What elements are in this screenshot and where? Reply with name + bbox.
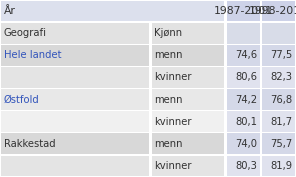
Bar — [1, 1, 224, 21]
Text: 74,2: 74,2 — [235, 95, 257, 105]
Bar — [262, 89, 295, 110]
Bar — [227, 111, 260, 132]
Bar — [1, 156, 149, 176]
Bar — [227, 1, 260, 21]
Text: 74,0: 74,0 — [235, 139, 257, 149]
Bar — [262, 133, 295, 154]
Text: kvinner: kvinner — [154, 117, 192, 127]
Text: 82,3: 82,3 — [271, 72, 292, 82]
Text: 81,7: 81,7 — [270, 117, 292, 127]
Text: kvinner: kvinner — [154, 161, 192, 171]
Bar — [227, 133, 260, 154]
Text: År: År — [4, 6, 15, 16]
Text: Geografi: Geografi — [4, 28, 46, 38]
Text: menn: menn — [154, 95, 182, 105]
Bar — [262, 156, 295, 176]
Bar — [262, 111, 295, 132]
Bar — [1, 89, 149, 110]
Text: 76,8: 76,8 — [270, 95, 292, 105]
Text: 1998-2012: 1998-2012 — [249, 6, 296, 16]
Text: Kjønn: Kjønn — [154, 28, 182, 38]
Text: 75,7: 75,7 — [270, 139, 292, 149]
Bar — [1, 111, 149, 132]
Bar — [262, 45, 295, 66]
Bar — [262, 67, 295, 88]
Text: 1987-2001: 1987-2001 — [214, 6, 273, 16]
Text: Rakkestad: Rakkestad — [4, 139, 55, 149]
Bar — [152, 23, 224, 44]
Text: Østfold: Østfold — [4, 95, 39, 105]
Bar — [227, 45, 260, 66]
Bar — [1, 23, 149, 44]
Bar — [1, 133, 149, 154]
Text: kvinner: kvinner — [154, 72, 192, 82]
Bar — [227, 89, 260, 110]
Bar — [152, 89, 224, 110]
Bar — [262, 23, 295, 44]
Text: Hele landet: Hele landet — [4, 50, 61, 60]
Text: 74,6: 74,6 — [235, 50, 257, 60]
Bar — [152, 111, 224, 132]
Text: 80,6: 80,6 — [235, 72, 257, 82]
Text: menn: menn — [154, 50, 182, 60]
Bar — [227, 156, 260, 176]
Bar — [152, 133, 224, 154]
Text: 80,1: 80,1 — [235, 117, 257, 127]
Bar — [262, 1, 295, 21]
Text: 77,5: 77,5 — [270, 50, 292, 60]
Text: 80,3: 80,3 — [235, 161, 257, 171]
Text: menn: menn — [154, 139, 182, 149]
Bar — [1, 45, 149, 66]
Text: 81,9: 81,9 — [270, 161, 292, 171]
Bar — [227, 23, 260, 44]
Bar — [152, 156, 224, 176]
Bar — [152, 45, 224, 66]
Bar — [1, 67, 149, 88]
Bar — [227, 67, 260, 88]
Bar — [152, 67, 224, 88]
